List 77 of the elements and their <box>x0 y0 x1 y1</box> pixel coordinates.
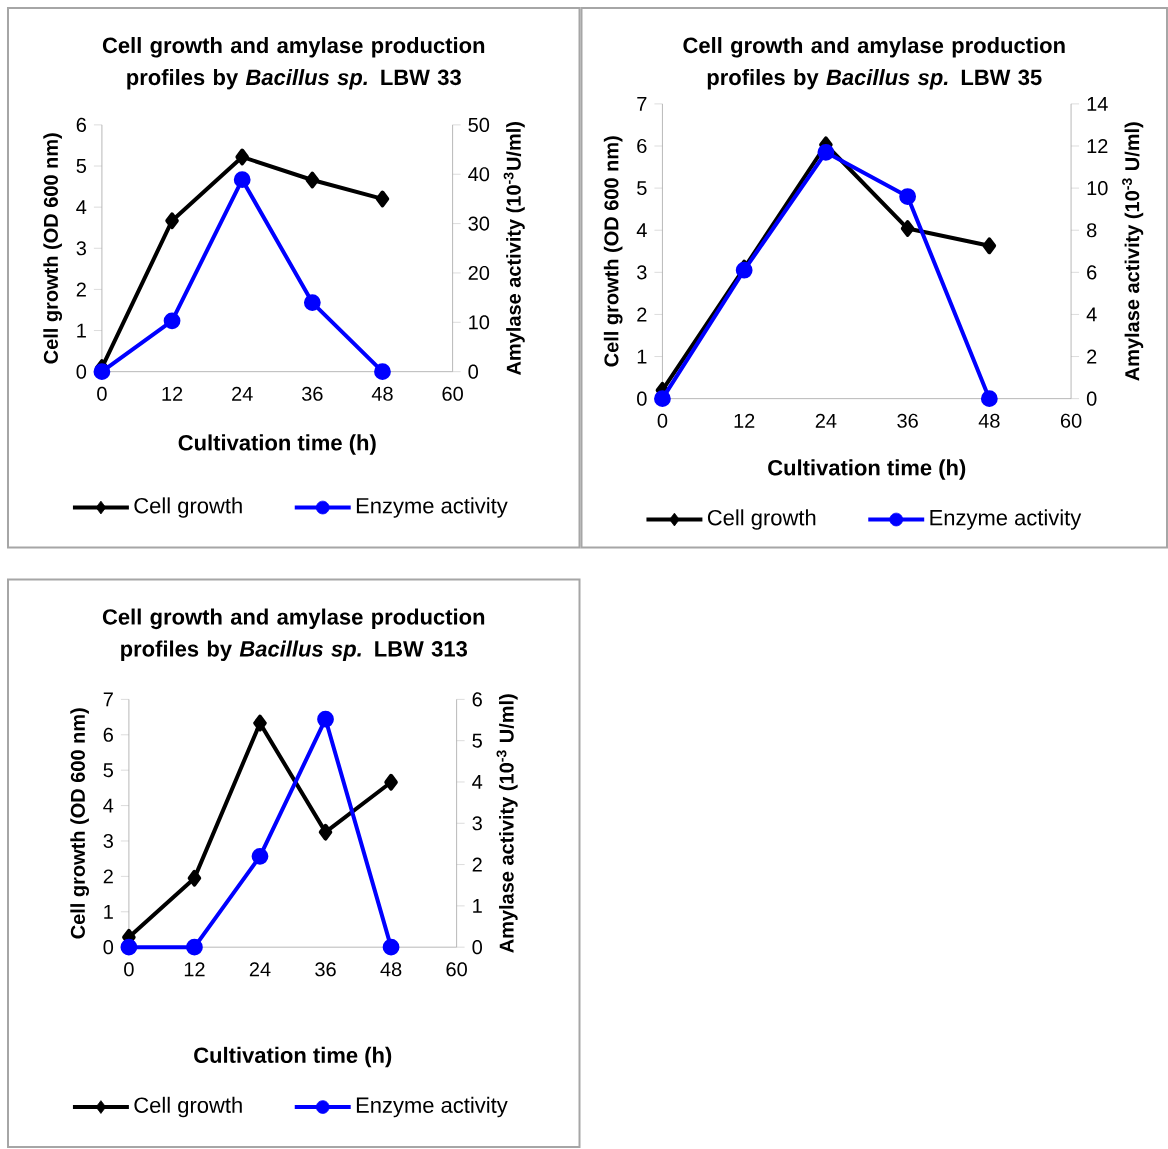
y-tick-label: 7 <box>103 692 113 707</box>
y2-tick-label: 0 <box>472 940 483 955</box>
y-tick-label: 0 <box>103 940 114 955</box>
legend-label: Cell growth <box>707 509 816 530</box>
y2-tick-label: 4 <box>1086 307 1097 322</box>
y-axis-title: Cell growth (OD 600 nm) <box>70 708 89 939</box>
y2-tick-label: 0 <box>468 364 479 379</box>
chart-title: Cell growth and amylase production profiles by Bacillus sp. LBW 313 <box>102 608 485 661</box>
y-tick-label: 1 <box>77 323 86 338</box>
x-axis-title: Cultivation time (h) <box>768 459 966 480</box>
y2-tick-label: 20 <box>468 265 490 281</box>
y-tick-label: 4 <box>636 223 647 238</box>
y2-tick-label: 50 <box>468 117 490 132</box>
y2-tick-label: 14 <box>1087 97 1108 111</box>
legend-label: Enzyme activity <box>930 509 1082 530</box>
y2-tick-label: 30 <box>468 216 490 231</box>
y2-tick-label: 6 <box>1087 265 1097 280</box>
y2-tick-label: 10 <box>469 315 490 330</box>
legend-label: Enzyme activity <box>356 1096 508 1118</box>
y2-axis-title: Amylase activity (10$^{-3}$ U/ml) <box>496 694 518 953</box>
y2-tick-label: 8 <box>1087 223 1097 238</box>
y2-axis-title: Amylase activity (10$^{-3}$U/ml) <box>503 122 525 375</box>
y-tick-label: 0 <box>76 364 87 379</box>
x-tick-label: 12 <box>162 386 183 401</box>
y2-tick-label: 40 <box>468 167 490 182</box>
chart-title: Cell growth and amylase production profiles by Bacillus sp. LBW 35 <box>683 37 1065 90</box>
x-tick-label: 12 <box>184 962 205 977</box>
x-tick-label: 36 <box>315 962 336 977</box>
y-tick-label: 4 <box>103 798 114 813</box>
y2-tick-label: 12 <box>1087 139 1108 153</box>
legend-label: Cell growth <box>134 497 242 518</box>
y-tick-label: 2 <box>76 282 86 297</box>
y-tick-label: 3 <box>76 241 86 256</box>
y-tick-label: 1 <box>637 349 647 364</box>
x-tick-label: 60 <box>1060 413 1082 428</box>
y2-tick-label: 2 <box>472 857 482 872</box>
chart-title: Cell growth and amylase production profiles by Bacillus sp. LBW 33 <box>102 37 485 90</box>
x-tick-label: 36 <box>301 386 323 401</box>
y-tick-label: 6 <box>103 727 113 742</box>
y-tick-label: 3 <box>637 265 647 280</box>
y2-tick-label: 4 <box>472 775 483 789</box>
y-tick-label: 2 <box>103 869 113 884</box>
x-tick-label: 60 <box>442 386 463 401</box>
y-tick-label: 6 <box>76 117 86 132</box>
y-axis-title: Cell growth (OD 600 nm) <box>603 136 623 367</box>
y-tick-label: 1 <box>104 904 113 919</box>
x-axis-title: Cultivation time (h) <box>178 434 376 455</box>
x-tick-label: 24 <box>815 413 837 428</box>
y-tick-label: 5 <box>103 763 114 778</box>
y-tick-label: 4 <box>76 200 87 215</box>
x-tick-label: 48 <box>978 413 1000 428</box>
y2-tick-label: 2 <box>1087 349 1097 364</box>
y-axis-title: Cell growth (OD 600 nm) <box>43 133 63 364</box>
y-tick-label: 7 <box>637 97 647 111</box>
x-tick-label: 48 <box>380 962 402 977</box>
y-tick-label: 2 <box>637 307 647 322</box>
y2-tick-label: 5 <box>472 733 482 748</box>
x-tick-label: 24 <box>232 386 253 401</box>
x-tick-label: 0 <box>124 962 134 977</box>
x-tick-label: 60 <box>446 962 467 977</box>
y2-tick-label: 3 <box>472 816 482 831</box>
x-axis-title: Cultivation time (h) <box>194 1046 392 1068</box>
y-tick-label: 3 <box>103 833 113 849</box>
y-tick-label: 6 <box>637 138 647 154</box>
y2-axis-title: Amylase activity (10$^{-3}$ U/ml) <box>1122 122 1144 381</box>
legend-label: Enzyme activity <box>356 497 508 518</box>
x-tick-label: 12 <box>734 413 755 428</box>
x-tick-label: 24 <box>249 962 271 977</box>
x-tick-label: 36 <box>897 413 918 428</box>
y2-tick-label: 10 <box>1087 181 1108 196</box>
y-tick-label: 5 <box>637 181 647 196</box>
y-tick-label: 5 <box>76 159 87 173</box>
y2-tick-label: 1 <box>473 898 482 913</box>
x-tick-label: 0 <box>657 413 668 428</box>
x-tick-label: 48 <box>371 386 393 401</box>
legend-label: Cell growth <box>134 1096 242 1118</box>
y2-tick-label: 6 <box>472 692 482 707</box>
